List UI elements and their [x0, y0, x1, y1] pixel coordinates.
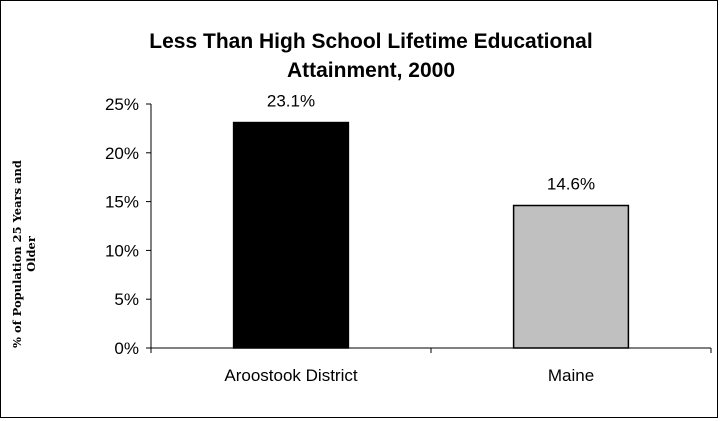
bar — [512, 204, 630, 349]
bar-value-label: 14.6% — [547, 175, 595, 194]
plot-area: 0% 5% 10% 15% 20% 25% 23.1% Aroostook District 1… — [105, 92, 712, 385]
chart-title-line-1: Less Than High School Lifetime Education… — [149, 30, 592, 53]
y-axis-label-line-1: % of Population 25 Years and — [10, 160, 24, 348]
x-category-label: Aroostook District — [224, 366, 357, 385]
y-tick-label: 10% — [105, 241, 139, 260]
y-axis-label-line-2: Older — [24, 235, 38, 272]
x-category-label: Maine — [548, 366, 594, 385]
bar — [232, 121, 350, 349]
y-axis-label: % of Population 25 Years and Older — [10, 160, 38, 348]
chart-title-line-2: Attainment, 2000 — [287, 59, 455, 82]
y-tick-label: 0% — [114, 339, 139, 358]
y-tick-label: 20% — [105, 144, 139, 163]
bar-value-label: 23.1% — [267, 92, 315, 111]
y-tick-label: 15% — [105, 193, 139, 212]
y-tick-label: 5% — [114, 290, 139, 309]
y-tick-label: 25% — [105, 95, 139, 114]
